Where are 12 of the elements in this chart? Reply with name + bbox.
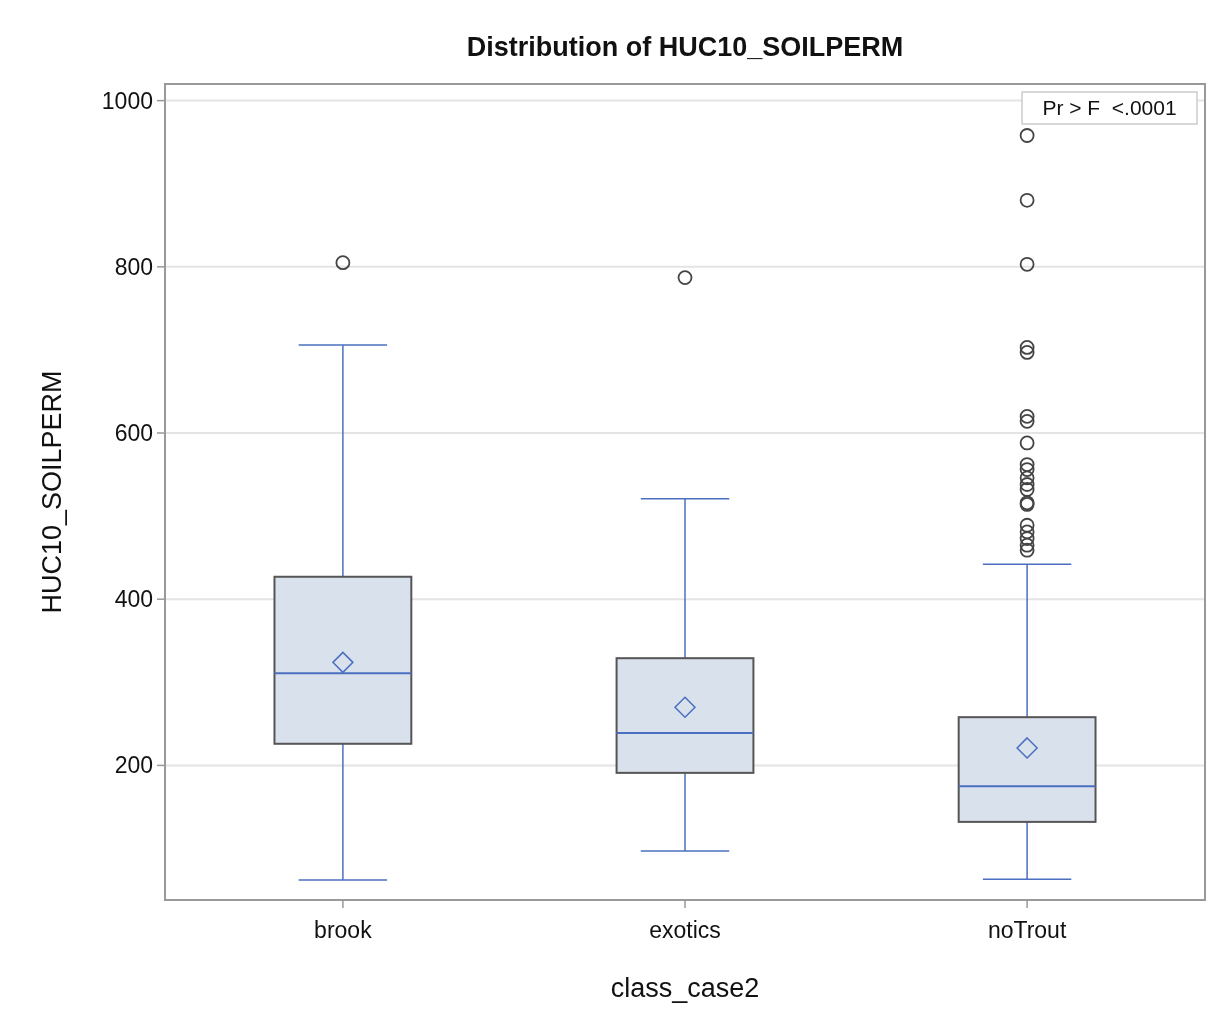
y-tick-label: 400 xyxy=(114,586,153,613)
annotation: Pr > F <.0001 xyxy=(1042,96,1177,120)
x-tick-label: brook xyxy=(314,917,373,943)
x-tick-label: exotics xyxy=(649,917,721,943)
y-tick-label: 200 xyxy=(114,752,153,779)
y-tick-label: 800 xyxy=(114,253,153,280)
y-tick-label: 600 xyxy=(114,420,153,447)
x-tick-label: noTrout xyxy=(987,917,1067,943)
x-axis-title: class_case2 xyxy=(610,973,760,1003)
y-axis-title: HUC10_SOILPERM xyxy=(37,370,67,614)
chart-title: Distribution of HUC10_SOILPERM xyxy=(466,32,904,62)
y-tick-label: 1000 xyxy=(101,87,153,114)
